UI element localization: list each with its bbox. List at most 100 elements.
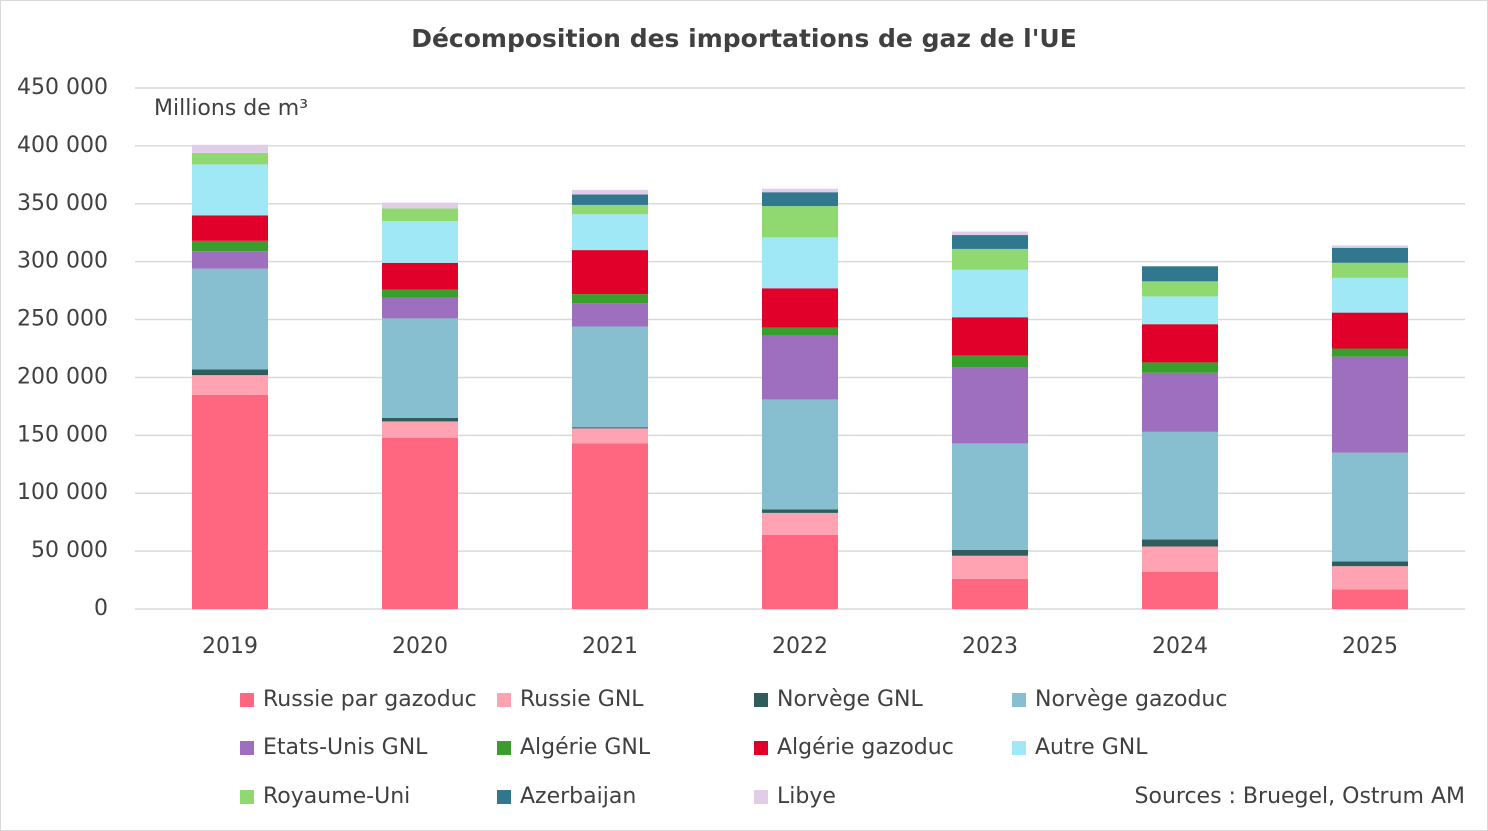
bar-segment bbox=[762, 509, 838, 513]
bar-segment bbox=[952, 367, 1028, 444]
legend-swatch bbox=[497, 693, 511, 707]
x-tick-label: 2023 bbox=[962, 634, 1018, 659]
bar-segment bbox=[1142, 372, 1218, 432]
bar-segment bbox=[952, 317, 1028, 356]
y-tick-label: 50 000 bbox=[31, 538, 108, 563]
bar-segment bbox=[762, 206, 838, 238]
bar-segment bbox=[762, 288, 838, 328]
legend-swatch bbox=[240, 693, 254, 707]
bar-segment bbox=[952, 235, 1028, 249]
legend-swatch bbox=[754, 693, 768, 707]
bar-segment bbox=[192, 369, 268, 376]
legend-swatch bbox=[754, 741, 768, 755]
legend-swatch bbox=[497, 741, 511, 755]
legend-swatch bbox=[497, 790, 511, 804]
source-note: Sources : Bruegel, Ostrum AM bbox=[1135, 784, 1465, 809]
bar-segment bbox=[192, 375, 268, 395]
bar-segment bbox=[192, 215, 268, 241]
y-tick-label: 250 000 bbox=[17, 307, 108, 332]
bar-segment bbox=[1332, 561, 1408, 567]
bar-segment bbox=[382, 262, 458, 290]
bar-segment bbox=[572, 214, 648, 251]
bar-segment bbox=[762, 188, 838, 193]
bar-segment bbox=[1142, 539, 1218, 547]
legend-label: Algérie GNL bbox=[520, 735, 651, 760]
legend-label: Autre GNL bbox=[1035, 735, 1148, 760]
bar-segment bbox=[1332, 312, 1408, 349]
x-tick-label: 2019 bbox=[202, 634, 258, 659]
x-tick-label: 2021 bbox=[582, 634, 638, 659]
x-tick-label: 2024 bbox=[1152, 634, 1208, 659]
bar-segment bbox=[192, 268, 268, 370]
bar-segment bbox=[1332, 348, 1408, 357]
legend-swatch bbox=[240, 741, 254, 755]
bar-segment bbox=[572, 294, 648, 304]
bar-segment bbox=[382, 221, 458, 263]
bar-segment bbox=[762, 534, 838, 609]
bar-segment bbox=[382, 421, 458, 438]
bar-segment bbox=[1142, 362, 1218, 373]
bar-segment bbox=[1332, 356, 1408, 453]
bar-segment bbox=[762, 335, 838, 400]
bar-segment bbox=[1332, 262, 1408, 278]
bar-segment bbox=[192, 240, 268, 252]
bar-segment bbox=[572, 303, 648, 327]
y-tick-label: 450 000 bbox=[17, 75, 108, 100]
bar-segment bbox=[1142, 281, 1218, 297]
bar-segment bbox=[952, 549, 1028, 556]
bar-segment bbox=[762, 327, 838, 336]
bar-segment bbox=[382, 297, 458, 319]
bar-segment bbox=[1142, 546, 1218, 572]
bar-segment bbox=[382, 318, 458, 418]
bar-segment bbox=[1142, 324, 1218, 363]
bar-segment bbox=[1332, 452, 1408, 562]
bar-segment bbox=[572, 194, 648, 205]
chart-title: Décomposition des importations de gaz de… bbox=[411, 24, 1077, 53]
legend-label: Russie par gazoduc bbox=[263, 687, 477, 712]
y-tick-label: 100 000 bbox=[17, 480, 108, 505]
bar-segment bbox=[1332, 566, 1408, 590]
bar-segment bbox=[192, 394, 268, 609]
bar-segment bbox=[1332, 277, 1408, 313]
bar-segment bbox=[572, 443, 648, 609]
bar-segment bbox=[572, 189, 648, 195]
bar-segment bbox=[382, 437, 458, 609]
x-tick-label: 2025 bbox=[1342, 634, 1398, 659]
x-tick-label: 2020 bbox=[392, 634, 448, 659]
legend-label: Royaume-Uni bbox=[263, 784, 410, 809]
bar-segment bbox=[952, 355, 1028, 368]
x-tick-label: 2022 bbox=[772, 634, 828, 659]
bar-segment bbox=[1142, 296, 1218, 325]
bar-segment bbox=[952, 248, 1028, 270]
bar-segment bbox=[382, 208, 458, 222]
bar-segment bbox=[1142, 571, 1218, 609]
legend-label: Russie GNL bbox=[520, 687, 644, 712]
bar-segment bbox=[192, 164, 268, 216]
bar-segment bbox=[762, 237, 838, 289]
bar-segment bbox=[572, 204, 648, 215]
legend-label: Libye bbox=[777, 784, 836, 809]
bar-segment bbox=[572, 427, 648, 429]
bar-segment bbox=[952, 269, 1028, 318]
bar-segment bbox=[572, 326, 648, 428]
y-tick-label: 0 bbox=[94, 596, 108, 621]
bar-segment bbox=[572, 250, 648, 295]
bar-segment bbox=[952, 578, 1028, 609]
bar-segment bbox=[952, 555, 1028, 579]
bar-segment bbox=[1332, 247, 1408, 263]
y-axis-label: Millions de m³ bbox=[154, 96, 308, 121]
y-tick-label: 150 000 bbox=[17, 422, 108, 447]
legend-label: Norvège GNL bbox=[777, 687, 924, 712]
bar-segment bbox=[572, 428, 648, 444]
bar-segment bbox=[382, 202, 458, 209]
legend-swatch bbox=[1012, 741, 1026, 755]
bar-segment bbox=[1332, 245, 1408, 248]
legend-label: Norvège gazoduc bbox=[1035, 687, 1227, 712]
legend-label: Azerbaijan bbox=[520, 784, 636, 809]
bar-segment bbox=[952, 231, 1028, 236]
bar-segment bbox=[762, 192, 838, 207]
bar-segment bbox=[1142, 431, 1218, 540]
y-tick-label: 300 000 bbox=[17, 249, 108, 274]
